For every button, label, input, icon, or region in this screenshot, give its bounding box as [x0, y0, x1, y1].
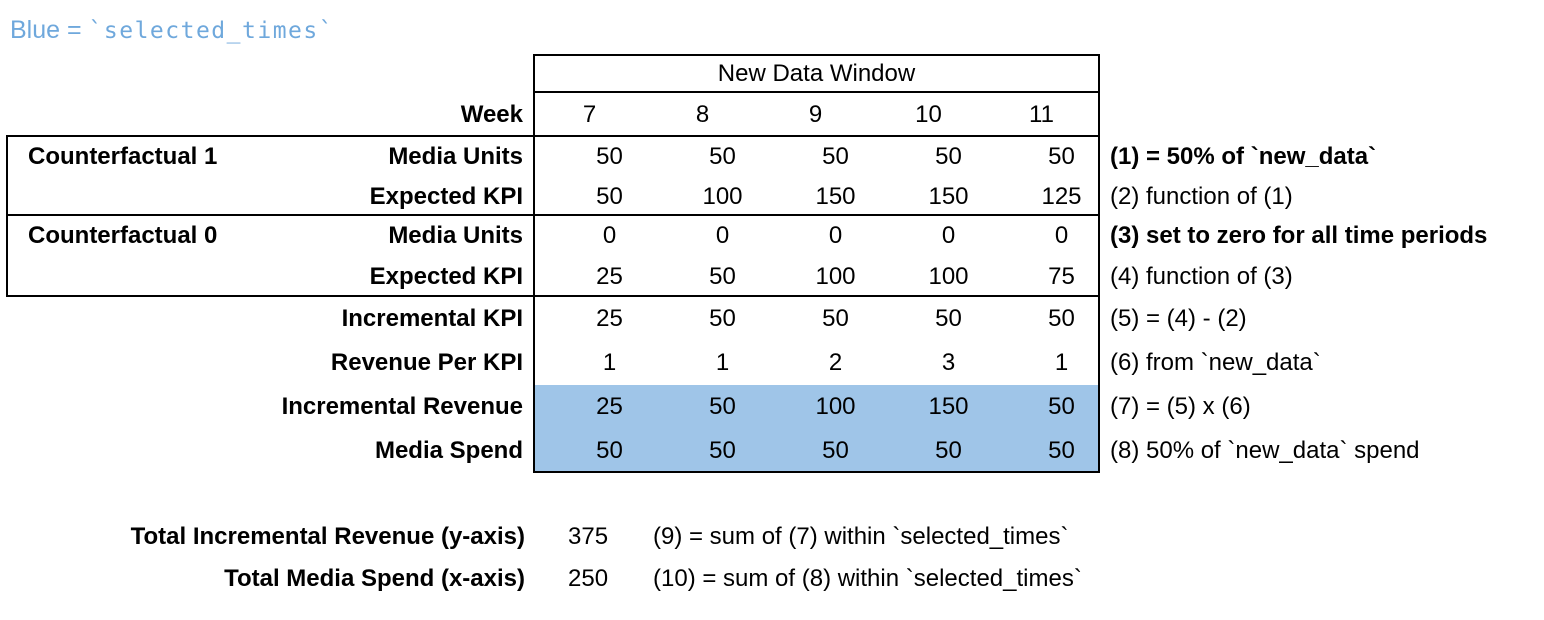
- counterfactual-1-label: Counterfactual 1: [28, 143, 218, 170]
- table-cell: 0: [941, 222, 956, 249]
- legend-note-prefix: Blue =: [10, 16, 89, 44]
- table-row-incremental-kpi: Incremental KPI 25 50 50 50 50 (5) = (4)…: [0, 297, 1544, 341]
- table-cell: 150: [928, 393, 969, 420]
- total-annotation: (10) = sum of (8) within `selected_times…: [653, 565, 1082, 592]
- table-cell: 1: [1054, 349, 1069, 376]
- table-cell: 100: [815, 393, 856, 420]
- total-value: 375: [568, 523, 609, 550]
- row-label: Expected KPI: [369, 262, 523, 290]
- table-cell: 50: [1048, 305, 1075, 332]
- table-row-revenue-per-kpi: Revenue Per KPI 1 1 2 3 1 (6) from `new_…: [0, 341, 1544, 385]
- row-label: Revenue Per KPI: [330, 349, 523, 376]
- table-cell: 50: [1048, 393, 1075, 420]
- table-cell: 1: [715, 349, 730, 376]
- legend-note-code: `selected_times`: [88, 18, 335, 44]
- row-annotation: (2) function of (1): [1110, 182, 1293, 210]
- week-row: Week 7 8 9 10 11: [0, 93, 1544, 136]
- counterfactual-0-label: Counterfactual 0: [28, 222, 218, 249]
- table-cell: 25: [596, 262, 623, 290]
- row-annotation: (1) = 50% of `new_data`: [1110, 143, 1377, 170]
- row-label: Media Units: [388, 143, 523, 170]
- table-cell: 50: [935, 305, 962, 332]
- table-cell: 0: [602, 222, 617, 249]
- table-cell: 50: [596, 437, 623, 464]
- table-row-expected-kpi-cf1: Expected KPI 50 100 150 150 125 (2) func…: [0, 177, 1544, 216]
- row-label: Expected KPI: [369, 182, 523, 210]
- table-cell: 50: [596, 182, 623, 210]
- table-cell: 100: [815, 262, 856, 290]
- total-media-spend-row: Total Media Spend (x-axis) 250 (10) = su…: [0, 558, 1544, 600]
- row-annotation: (4) function of (3): [1110, 262, 1293, 290]
- table-cell: 150: [928, 182, 969, 210]
- table-cell: 50: [1048, 437, 1075, 464]
- table-cell: 0: [715, 222, 730, 249]
- table-cell: 50: [709, 437, 736, 464]
- week-divider-line: [6, 135, 1100, 137]
- highlight-rect: [535, 385, 1098, 471]
- window-header-row: New Data Window: [0, 54, 1544, 93]
- label-box-left-border: [6, 135, 8, 297]
- table-cell: 50: [822, 305, 849, 332]
- table-row-media-units-cf0: Media Units 0 0 0 0 0 (3) set to zero fo…: [0, 216, 1544, 256]
- table-cell: 50: [709, 262, 736, 290]
- row-annotation: (5) = (4) - (2): [1110, 305, 1247, 332]
- table-row-media-spend: Media Spend 50 50 50 50 50 (8) 50% of `n…: [0, 429, 1544, 473]
- table-cell: 50: [596, 143, 623, 170]
- total-annotation: (9) = sum of (7) within `selected_times`: [653, 523, 1069, 550]
- table-cell: 3: [941, 349, 956, 376]
- table-cell: 100: [702, 182, 743, 210]
- table-cell: 0: [828, 222, 843, 249]
- table-cell: 50: [935, 437, 962, 464]
- table-cell: 25: [596, 305, 623, 332]
- table-cell: 50: [822, 437, 849, 464]
- row-label: Incremental KPI: [341, 305, 523, 332]
- total-label: Total Media Spend (x-axis): [224, 565, 525, 592]
- week-cell: 10: [915, 100, 942, 128]
- table-row-incremental-revenue: Incremental Revenue 25 50 100 150 50 (7)…: [0, 385, 1544, 429]
- row-annotation: (3) set to zero for all time periods: [1110, 222, 1488, 249]
- table-cell: 0: [1054, 222, 1069, 249]
- data-table-border: [533, 54, 1100, 473]
- table-cell: 50: [709, 305, 736, 332]
- total-value: 250: [568, 565, 609, 592]
- table-cell: 50: [709, 143, 736, 170]
- week-cell: 11: [1029, 100, 1054, 128]
- cf1-divider-line: [6, 214, 1100, 216]
- row-annotation: (7) = (5) x (6): [1110, 393, 1251, 420]
- row-label: Incremental Revenue: [281, 393, 523, 420]
- row-annotation: (8) 50% of `new_data` spend: [1110, 437, 1420, 464]
- table-cell: 50: [935, 143, 962, 170]
- legend-note: Blue = `selected_times`: [10, 16, 334, 45]
- window-header-label: New Data Window: [717, 59, 916, 87]
- table-cell: 150: [815, 182, 856, 210]
- week-cell: 9: [808, 100, 823, 128]
- row-label: Media Spend: [374, 437, 523, 464]
- table-cell: 50: [1048, 143, 1075, 170]
- total-incremental-revenue-row: Total Incremental Revenue (y-axis) 375 (…: [0, 516, 1544, 558]
- table-cell: 50: [709, 393, 736, 420]
- week-row-label: Week: [460, 100, 523, 128]
- row-annotation: (6) from `new_data`: [1110, 349, 1321, 376]
- table-cell: 50: [822, 143, 849, 170]
- table-cell: 25: [596, 393, 623, 420]
- table-row-media-units-cf1: Media Units 50 50 50 50 50 (1) = 50% of …: [0, 137, 1544, 177]
- header-divider-line: [533, 91, 1100, 93]
- week-cell: 7: [582, 100, 597, 128]
- table-row-expected-kpi-cf0: Expected KPI 25 50 100 100 75 (4) functi…: [0, 256, 1544, 297]
- table-cell: 1: [602, 349, 617, 376]
- table-cell: 100: [928, 262, 969, 290]
- cf0-divider-line: [6, 295, 1100, 297]
- table-cell: 75: [1048, 262, 1075, 290]
- total-label: Total Incremental Revenue (y-axis): [130, 523, 525, 550]
- table-cell: 125: [1041, 182, 1082, 210]
- row-label: Media Units: [388, 222, 523, 249]
- table-cell: 2: [828, 349, 843, 376]
- week-cell: 8: [695, 100, 710, 128]
